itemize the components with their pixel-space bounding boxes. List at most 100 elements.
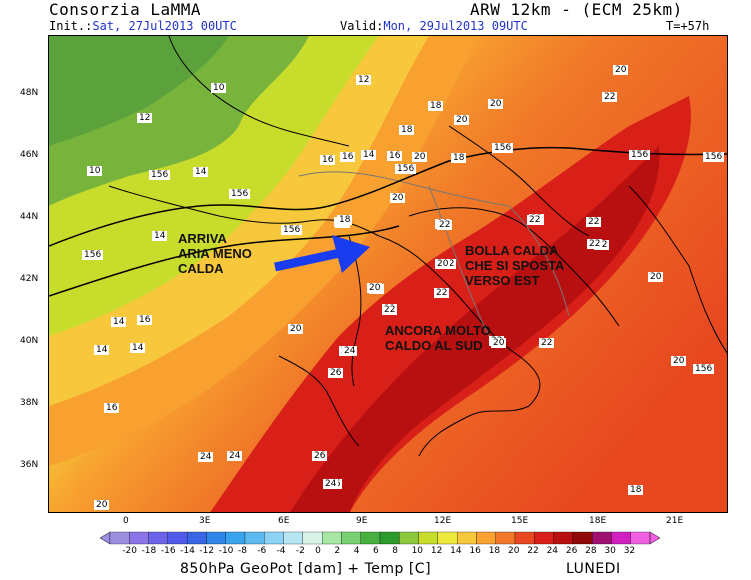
colorbar-tick-label: -18	[141, 546, 157, 556]
colorbar-swatch	[264, 531, 284, 545]
contour-value-label: 20	[288, 324, 304, 334]
contour-value-label: 156	[693, 364, 715, 374]
warm-zone	[49, 36, 429, 406]
contour-value-label: 156	[229, 189, 251, 199]
contour-value-label: 16	[320, 155, 336, 165]
contour-value-label: 20	[671, 356, 687, 366]
colorbar-swatch	[399, 531, 419, 545]
colorbar-tick-label: 0	[315, 546, 321, 556]
colorbar-swatch	[553, 531, 574, 545]
contour-value-label: 16	[137, 315, 153, 325]
lat-label: 48N	[20, 88, 39, 98]
contour-value-label: 18	[428, 101, 444, 111]
contour-value-label: 24	[198, 452, 214, 462]
lon-label: 3E	[199, 516, 211, 526]
annotation-bolla: BOLLA CALDA CHE SI SPOSTA VERSO EST	[465, 243, 565, 288]
contour-value-label: 18	[628, 485, 644, 495]
contour-value-label: 14	[111, 317, 127, 327]
lon-label: 18E	[589, 516, 607, 526]
org-title: Consorzia LaMMA	[49, 0, 201, 19]
colorbar-tick-label: 20	[508, 546, 520, 556]
colorbar-tick-label: 10	[411, 546, 424, 556]
contour-value-label: 20	[367, 283, 383, 293]
colorbar-swatch	[109, 531, 130, 545]
colorbar-tick-label: 18	[488, 546, 501, 556]
contour-value-label: 14	[152, 231, 168, 241]
valid-value: Mon, 29Jul2013 09UTC	[383, 19, 528, 33]
colorbar-tick-label: 22	[527, 546, 539, 556]
colorbar-swatch	[206, 531, 226, 545]
colorbar-tick-label: 16	[469, 546, 481, 556]
contour-value-label: 22	[539, 338, 555, 348]
colorbar	[100, 531, 660, 545]
contour-value-label: 20	[454, 115, 470, 125]
init-value: Sat, 27Jul2013 00UTC	[92, 19, 237, 33]
colorbar-tick-label: 26	[565, 546, 578, 556]
colorbar-tick-label: 30	[604, 546, 616, 556]
contour-value-label: 24	[323, 479, 339, 489]
contour-value-label: 22	[437, 220, 453, 230]
valid-label: Valid:	[340, 19, 384, 33]
contour-value-label: 156	[281, 225, 303, 235]
contour-value-label: 10	[211, 83, 227, 93]
lon-label: 6E	[278, 516, 290, 526]
colorbar-tick-label: 6	[373, 546, 379, 556]
lon-label: 9E	[356, 516, 368, 526]
lat-label: 40N	[20, 336, 39, 346]
annotation-ancora: ANCORA MOLTO CALDO AL SUD	[385, 323, 491, 353]
contour-value-label: 20	[648, 272, 664, 282]
colorbar-tick-label: 24	[546, 546, 559, 556]
contour-value-label: 156	[149, 170, 171, 180]
colorbar-swatch	[456, 531, 477, 545]
colorbar-tick-label: -20	[122, 546, 137, 556]
footer-day: LUNEDI	[566, 561, 621, 577]
map-canvas	[49, 36, 727, 512]
lat-label: 36N	[20, 460, 39, 470]
colorbar-swatch	[360, 531, 381, 545]
contour-value-label: 18	[451, 153, 467, 163]
colorbar-tick-label: 32	[623, 546, 636, 556]
colorbar-tick-label: -2	[295, 546, 305, 556]
colorbar-tick-label: 14	[450, 546, 462, 556]
contour-value-label: 12	[137, 113, 153, 123]
contour-value-label: 156	[492, 143, 514, 153]
contour-value-label: 24	[342, 346, 358, 356]
colorbar-swatch	[186, 531, 207, 545]
colorbar-swatch	[302, 531, 323, 545]
contour-value-label: 20	[412, 152, 428, 162]
colorbar-swatch	[225, 531, 246, 545]
contour-value-label: 14	[193, 167, 209, 177]
contour-value-label: 22	[587, 239, 603, 249]
contour-value-label: 18	[337, 215, 353, 225]
colorbar-tick-label: -14	[180, 546, 195, 556]
colorbar-tick-label: 12	[430, 546, 443, 556]
lat-label: 46N	[20, 150, 39, 160]
colorbar-end-low	[100, 531, 111, 545]
lon-label: 21E	[666, 516, 684, 526]
colorbar-tick-label: -10	[218, 546, 234, 556]
contour-value-label: 156	[395, 164, 417, 174]
model-title: ARW 12km - (ECM 25km)	[470, 0, 683, 19]
colorbar-swatch	[476, 531, 496, 545]
extreme-zone	[290, 146, 660, 512]
contour-value-label: 14	[130, 343, 146, 353]
colorbar-tick-label: 4	[353, 546, 360, 556]
lat-label: 44N	[20, 212, 39, 222]
contour-value-label: 20	[435, 259, 451, 269]
geopotential-contours	[49, 146, 727, 297]
colorbar-swatch	[283, 531, 304, 545]
colorbar-tick-label: 28	[585, 546, 597, 556]
colorbar-swatch	[437, 531, 458, 545]
annotation-arriva: ARRIVA ARIA MENO CALDA	[178, 231, 252, 276]
contour-value-label: 22	[434, 288, 450, 298]
colorbar-swatch	[341, 531, 361, 545]
contour-value-label: 24	[227, 451, 243, 461]
wind-arrow-icon	[274, 235, 370, 273]
contour-value-label: 20	[613, 65, 629, 75]
contour-value-label: 12	[356, 75, 372, 85]
contour-value-label: 20	[390, 193, 406, 203]
colorbar-swatch	[321, 531, 342, 545]
borders	[298, 171, 570, 337]
colorbar-swatch	[591, 531, 612, 545]
colorbar-tick-label: 2	[334, 546, 341, 556]
